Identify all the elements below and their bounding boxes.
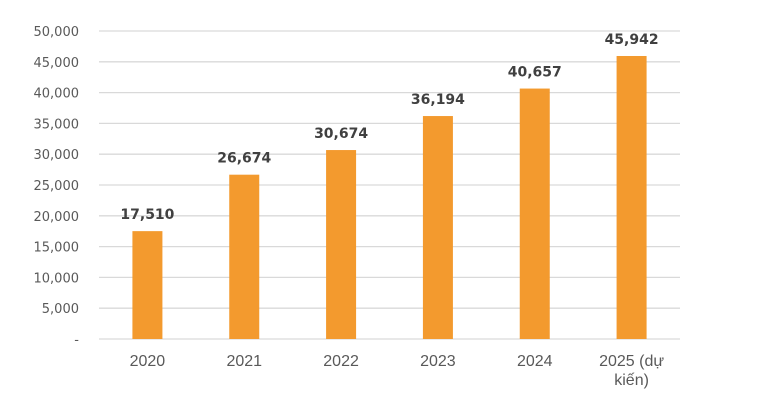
- x-tick-label: 2021: [226, 353, 262, 370]
- y-tick-label: 5,000: [42, 302, 79, 317]
- y-tick-label: 15,000: [34, 241, 80, 256]
- x-tick-label: 2024: [517, 353, 553, 370]
- bar: [616, 55, 647, 339]
- x-tick-label: 2025 (dự kiến): [599, 353, 664, 389]
- data-label: 26,674: [217, 151, 271, 167]
- y-tick-label: 25,000: [34, 179, 80, 194]
- x-tick-label: 2020: [130, 353, 166, 370]
- bar: [519, 88, 550, 339]
- data-label: 40,657: [508, 65, 562, 81]
- y-tick-label: 40,000: [34, 87, 80, 102]
- x-tick-label: 2023: [420, 353, 456, 370]
- data-label: 36,194: [411, 92, 465, 108]
- y-tick-label: 45,000: [34, 56, 80, 71]
- bar: [422, 116, 453, 340]
- data-label: 17,510: [120, 207, 174, 223]
- x-tick-label: 2022: [323, 353, 359, 370]
- data-label: 45,942: [605, 32, 659, 48]
- y-tick-label: 30,000: [34, 148, 80, 163]
- bar: [229, 174, 260, 339]
- data-label: 30,674: [314, 126, 368, 142]
- bar: [132, 231, 163, 339]
- y-tick-label: 50,000: [34, 25, 80, 40]
- y-tick-label: -: [74, 333, 79, 348]
- bar: [326, 150, 357, 339]
- y-tick-label: 35,000: [34, 117, 80, 132]
- y-tick-label: 20,000: [34, 210, 80, 225]
- y-tick-label: 10,000: [34, 271, 80, 286]
